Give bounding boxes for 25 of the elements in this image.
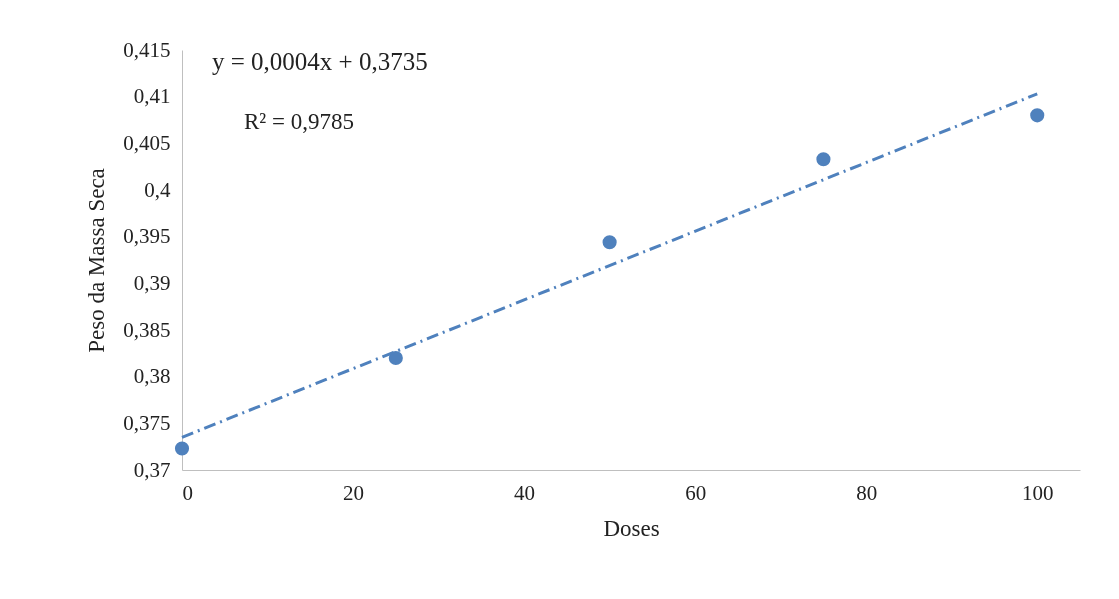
- x-axis-title: Doses: [603, 515, 660, 541]
- x-tick-label: 100: [1021, 480, 1054, 505]
- y-tick-label: 0,415: [123, 37, 171, 62]
- point: [388, 350, 403, 366]
- annotation: R² = 0,9785: [244, 109, 354, 134]
- x-tick-label: 20: [343, 480, 365, 505]
- x-tick-label: 40: [514, 480, 536, 505]
- point: [1030, 108, 1045, 123]
- y-tick-label: 0,4: [144, 177, 171, 202]
- y-axis-title: Peso da Massa Seca: [84, 168, 110, 353]
- point: [602, 235, 617, 250]
- point: [816, 152, 831, 167]
- x-tick-label: 0: [182, 480, 193, 505]
- x-tick-label: 80: [856, 480, 878, 505]
- y-tick-label: 0,385: [123, 317, 171, 342]
- y-tick-label: 0,375: [123, 410, 171, 435]
- x-tick-label: 60: [685, 480, 707, 505]
- y-tick-label: 0,39: [133, 270, 171, 295]
- y-tick-label: 0,38: [133, 364, 171, 389]
- point: [174, 441, 190, 456]
- y-tick-label: 0,41: [133, 84, 171, 109]
- y-tick-label: 0,395: [123, 224, 171, 249]
- y-tick-label: 0,37: [133, 457, 171, 482]
- annotation: y = 0,0004x + 0,3735: [212, 48, 428, 75]
- y-tick-label: 0,405: [123, 130, 171, 155]
